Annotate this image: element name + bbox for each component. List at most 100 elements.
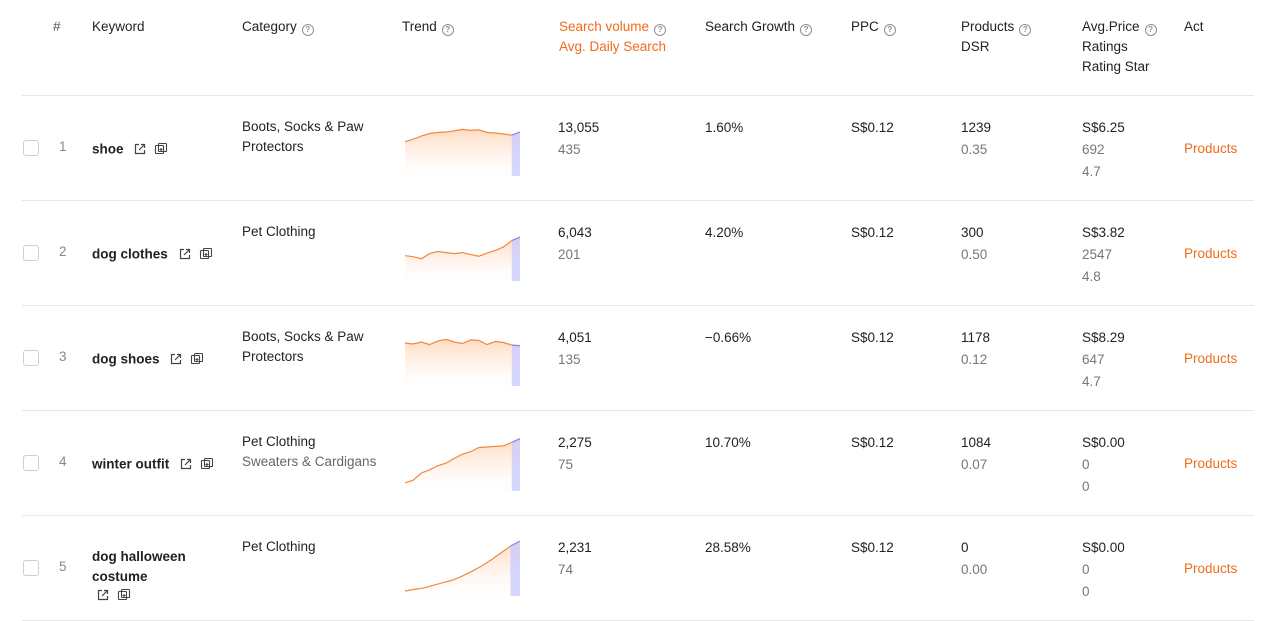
products-cell: 0 0.00 <box>961 537 987 581</box>
price-cell: S$8.29 647 4.7 <box>1082 327 1125 393</box>
search-growth-value: 1.60% <box>705 120 744 135</box>
copy-icon[interactable] <box>154 142 168 156</box>
keyword-text[interactable]: winter outfit <box>92 456 170 472</box>
search-volume-value: 13,055 <box>558 120 600 135</box>
category-name: Pet Clothing <box>242 224 316 239</box>
keyword-text[interactable]: dog shoes <box>92 351 160 367</box>
row-checkbox[interactable] <box>23 560 39 576</box>
keyword-text[interactable]: shoe <box>92 141 124 157</box>
header-avg-price[interactable]: Avg.Price? Ratings Rating Star <box>1082 17 1157 77</box>
help-icon[interactable]: ? <box>301 24 314 36</box>
avg-price-value: S$6.25 <box>1082 120 1125 135</box>
avg-daily-search-value: 74 <box>558 562 574 577</box>
trend-current-period <box>511 345 520 386</box>
keyword-text[interactable]: dog halloween costume <box>92 549 186 584</box>
external-link-icon[interactable] <box>169 352 183 366</box>
category-name: Boots, Socks & Paw Protectors <box>242 119 364 154</box>
header-ppc-label: PPC <box>851 19 879 34</box>
table-header: # Keyword Category? Trend? Search volume… <box>22 0 1254 96</box>
copy-icon[interactable] <box>200 457 214 471</box>
products-link[interactable]: Products <box>1184 246 1238 261</box>
avg-price-value: S$3.82 <box>1082 225 1125 240</box>
avg-price-value: S$0.00 <box>1082 540 1125 555</box>
trend-area <box>405 541 520 596</box>
header-avg-daily-search: Avg. Daily Search <box>559 39 667 54</box>
trend-sparkline <box>404 116 521 176</box>
trend-sparkline <box>404 221 521 281</box>
search-growth-value: 4.20% <box>705 225 744 240</box>
products-value: 300 <box>961 225 984 240</box>
trend-chart <box>404 540 521 596</box>
help-icon[interactable]: ? <box>800 24 813 36</box>
header-search-volume[interactable]: Search volume? Avg. Daily Search <box>559 17 666 57</box>
products-link[interactable]: Products <box>1184 351 1238 366</box>
header-category[interactable]: Category? <box>242 17 314 37</box>
search-volume-cell: 13,055 435 <box>558 117 599 161</box>
products-value: 1239 <box>961 120 992 135</box>
copy-icon[interactable] <box>117 588 131 602</box>
ppc-value: S$0.12 <box>851 435 894 450</box>
ppc-value: S$0.12 <box>851 120 894 135</box>
keyword-cell: dog clothes <box>92 244 242 264</box>
external-link-icon[interactable] <box>133 142 147 156</box>
search-volume-cell: 2,275 75 <box>558 432 592 476</box>
category-name: Pet Clothing <box>242 434 316 449</box>
help-icon[interactable]: ? <box>441 24 454 36</box>
help-icon[interactable]: ? <box>1144 24 1157 36</box>
products-value: 1178 <box>961 330 991 345</box>
external-link-icon[interactable] <box>178 247 192 261</box>
external-link-icon[interactable] <box>179 457 193 471</box>
row-checkbox[interactable] <box>23 140 39 156</box>
help-icon[interactable]: ? <box>654 24 667 36</box>
header-products[interactable]: Products? DSR <box>961 17 1032 57</box>
ratings-value: 692 <box>1082 142 1105 157</box>
help-icon[interactable]: ? <box>883 24 896 36</box>
trend-current-period <box>511 132 520 176</box>
products-cell: 1178 0.12 <box>961 327 990 371</box>
table-row: 1 shoe <box>22 96 1254 201</box>
products-link[interactable]: Products <box>1184 456 1238 471</box>
trend-line-current <box>510 540 521 547</box>
category-cell: Pet Clothing <box>242 222 392 242</box>
dsr-value: 0.35 <box>961 142 988 157</box>
products-link[interactable]: Products <box>1184 141 1238 156</box>
copy-icon[interactable] <box>190 352 204 366</box>
products-value: 0 <box>961 540 969 555</box>
search-volume-cell: 4,051 135 <box>558 327 592 371</box>
header-ppc[interactable]: PPC? <box>851 17 896 37</box>
row-checkbox[interactable] <box>23 455 39 471</box>
keyword-actions <box>169 352 204 366</box>
header-act: Act <box>1184 19 1204 34</box>
keyword-cell: dog halloween costume <box>92 547 242 602</box>
search-volume-cell: 2,231 74 <box>558 537 592 581</box>
search-volume-cell: 6,043 201 <box>558 222 592 266</box>
header-search-growth[interactable]: Search Growth? <box>705 17 813 37</box>
header-ratings: Ratings <box>1082 39 1128 54</box>
row-checkbox[interactable] <box>23 350 39 366</box>
external-link-icon[interactable] <box>96 588 110 602</box>
keyword-text[interactable]: dog clothes <box>92 246 168 262</box>
keyword-table: # Keyword Category? Trend? Search volume… <box>22 0 1254 621</box>
keyword-actions <box>178 247 213 261</box>
row-checkbox[interactable] <box>23 245 39 261</box>
products-link[interactable]: Products <box>1184 561 1238 576</box>
row-index: 2 <box>59 244 67 259</box>
category-name: Boots, Socks & Paw Protectors <box>242 329 364 364</box>
header-keyword[interactable]: Keyword <box>92 19 145 34</box>
keyword-cell: shoe <box>92 139 242 159</box>
help-icon[interactable]: ? <box>1019 24 1032 36</box>
table-row: 5 dog halloween costume <box>22 516 1254 621</box>
search-growth-value: 28.58% <box>705 540 751 555</box>
search-growth-value: −0.66% <box>705 330 752 345</box>
dsr-value: 0.07 <box>961 457 988 472</box>
header-rating-star: Rating Star <box>1082 59 1150 74</box>
header-trend[interactable]: Trend? <box>402 17 454 37</box>
header-search-growth-label: Search Growth <box>705 19 796 34</box>
trend-chart <box>404 438 521 491</box>
row-index: 1 <box>59 139 67 154</box>
price-cell: S$0.00 0 0 <box>1082 432 1125 498</box>
copy-icon[interactable] <box>199 247 213 261</box>
header-trend-label: Trend <box>402 19 437 34</box>
price-cell: S$6.25 692 4.7 <box>1082 117 1125 183</box>
products-cell: 300 0.50 <box>961 222 987 266</box>
